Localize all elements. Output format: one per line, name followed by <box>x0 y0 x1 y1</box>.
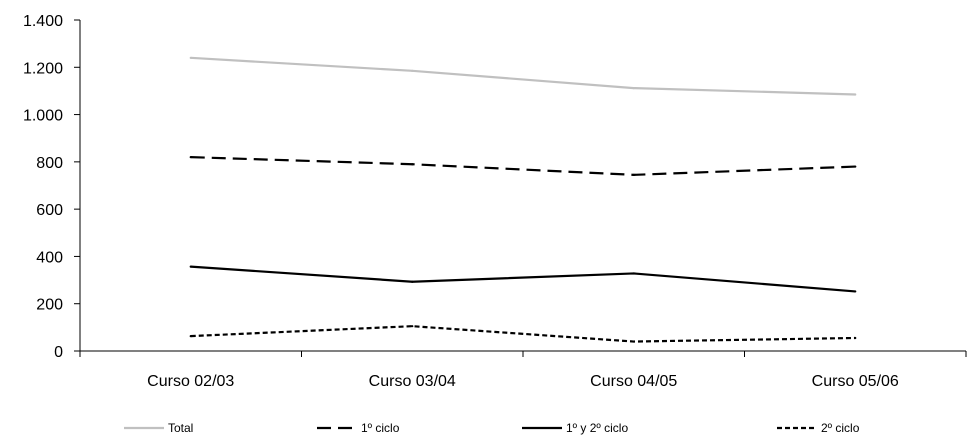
data-point <box>854 165 857 168</box>
series-line-0 <box>190 56 856 96</box>
data-point <box>854 290 857 293</box>
series-line-2 <box>190 265 856 293</box>
data-point <box>411 325 414 328</box>
series-line-3 <box>190 325 856 343</box>
y-tick-label: 600 <box>36 202 63 219</box>
x-tick-label: Curso 05/06 <box>812 373 899 390</box>
data-point <box>189 56 192 59</box>
data-point <box>854 93 857 96</box>
data-point <box>411 163 414 166</box>
series-line-1 <box>190 156 856 176</box>
y-tick-label: 0 <box>54 344 63 361</box>
data-point <box>632 86 635 90</box>
data-point <box>189 335 192 338</box>
x-tick-label: Curso 03/04 <box>369 373 456 390</box>
data-point <box>189 265 192 268</box>
data-point <box>189 156 192 159</box>
legend: Total 1º ciclo 1º y 2º ciclo 2º ciclo <box>124 421 860 435</box>
legend-label: 1º y 2º ciclo <box>566 421 628 435</box>
data-point <box>632 173 635 176</box>
legend-label: 2º ciclo <box>821 421 860 435</box>
y-tick-label: 1.000 <box>23 108 63 125</box>
x-tick-label: Curso 04/05 <box>590 373 677 390</box>
axes: 0 200 400 600 800 1.000 1.200 1.400 Curso 02/03 C… <box>23 13 967 390</box>
data-point <box>632 272 635 275</box>
x-tick-label: Curso 02/03 <box>147 373 234 390</box>
y-tick-label: 800 <box>36 155 63 172</box>
legend-label: Total <box>168 421 193 435</box>
y-tick-label: 1.200 <box>23 60 63 77</box>
data-point <box>411 280 414 283</box>
data-point <box>411 69 414 72</box>
data-point <box>632 340 635 343</box>
y-tick-label: 400 <box>36 249 63 266</box>
legend-label: 1º ciclo <box>361 421 400 435</box>
series-lines <box>189 56 857 343</box>
y-tick-label: 1.400 <box>23 13 63 30</box>
data-point <box>854 336 857 340</box>
y-tick-label: 200 <box>36 297 63 314</box>
